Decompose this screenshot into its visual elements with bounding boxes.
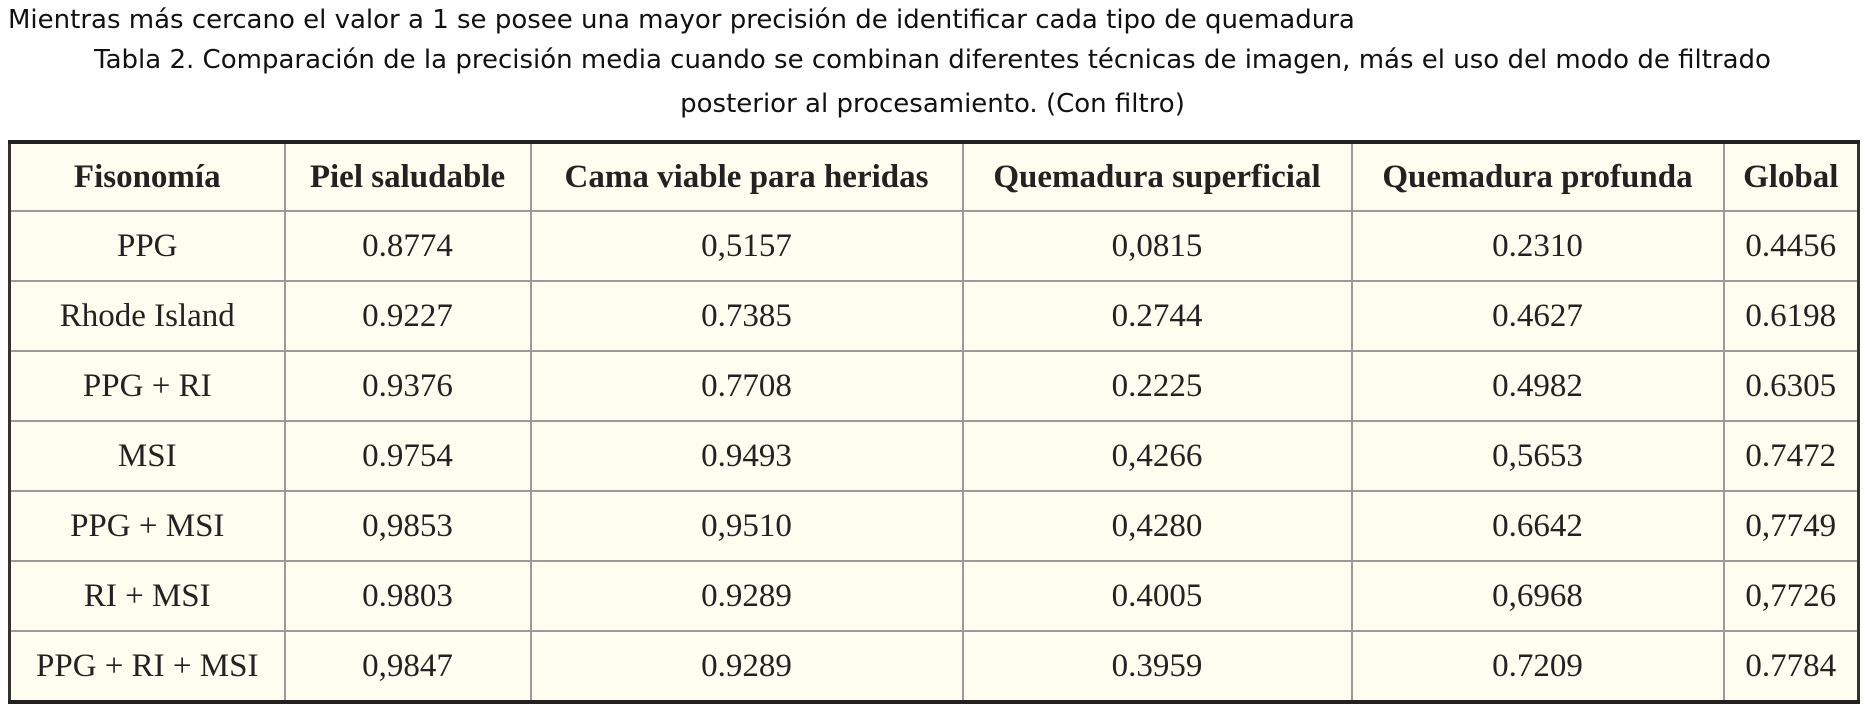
column-header-cama-viable: Cama viable para heridas — [529, 140, 964, 212]
column-header-fisonomia: Fisonomía — [8, 140, 286, 212]
table-cell: 0.9493 — [529, 420, 964, 492]
precision-table: Fisonomía Piel saludable Cama viable par… — [8, 140, 1860, 704]
table-cell: PPG + RI + MSI — [8, 630, 286, 704]
table-cell: 0.8774 — [283, 210, 532, 282]
table-cell: PPG + MSI — [8, 490, 286, 562]
table-cell: 0,5157 — [529, 210, 964, 282]
table-cell: 0.6198 — [1722, 280, 1860, 352]
table-cell: 0.4627 — [1350, 280, 1725, 352]
table-cell: 0.6305 — [1722, 350, 1860, 422]
table-row: PPG + RI + MSI 0,9847 0.9289 0.3959 0.72… — [8, 630, 1860, 704]
table-cell: 0,7726 — [1722, 560, 1860, 632]
table-cell: 0.4005 — [961, 560, 1353, 632]
table-caption: Tabla 2. Comparación de la precisión med… — [94, 45, 1771, 119]
table-cell: 0,5653 — [1350, 420, 1725, 492]
table-cell: 0.7472 — [1722, 420, 1860, 492]
table-row: RI + MSI 0.9803 0.9289 0.4005 0,6968 0,7… — [8, 560, 1860, 632]
table-cell: 0.9289 — [529, 630, 964, 704]
table-cell: 0,7749 — [1722, 490, 1860, 562]
table-cell: 0.9227 — [283, 280, 532, 352]
table-row: MSI 0.9754 0.9493 0,4266 0,5653 0.7472 — [8, 420, 1860, 492]
table-row: PPG + RI 0.9376 0.7708 0.2225 0.4982 0.6… — [8, 350, 1860, 422]
table-row: PPG 0.8774 0,5157 0,0815 0.2310 0.4456 — [8, 210, 1860, 282]
table-cell: PPG — [8, 210, 286, 282]
table-cell: 0.7784 — [1722, 630, 1860, 704]
table-cell: 0,9853 — [283, 490, 532, 562]
table-cell: 0.2310 — [1350, 210, 1725, 282]
column-header-quemadura-superficial: Quemadura superficial — [961, 140, 1353, 212]
column-header-piel-saludable: Piel saludable — [283, 140, 532, 212]
table-cell: 0.7708 — [529, 350, 964, 422]
table-cell: 0.9754 — [283, 420, 532, 492]
column-header-global: Global — [1722, 140, 1860, 212]
table-cell: 0.3959 — [961, 630, 1353, 704]
table-row: PPG + MSI 0,9853 0,9510 0,4280 0.6642 0,… — [8, 490, 1860, 562]
table-cell: 0.4982 — [1350, 350, 1725, 422]
table-cell: PPG + RI — [8, 350, 286, 422]
table-cell: MSI — [8, 420, 286, 492]
table-cell: 0,6968 — [1350, 560, 1725, 632]
table-cell: RI + MSI — [8, 560, 286, 632]
table-cell: 0.4456 — [1722, 210, 1860, 282]
table-row: Rhode Island 0.9227 0.7385 0.2744 0.4627… — [8, 280, 1860, 352]
table-cell: 0.2225 — [961, 350, 1353, 422]
precision-note: Mientras más cercano el valor a 1 se pos… — [8, 5, 1355, 35]
table-cell: 0.2744 — [961, 280, 1353, 352]
table-cell: 0.7385 — [529, 280, 964, 352]
table-cell: 0.7209 — [1350, 630, 1725, 704]
table-header-row: Fisonomía Piel saludable Cama viable par… — [8, 140, 1860, 212]
table-cell: 0.9803 — [283, 560, 532, 632]
table-cell: 0.9376 — [283, 350, 532, 422]
table-cell: Rhode Island — [8, 280, 286, 352]
table-cell: 0.9289 — [529, 560, 964, 632]
table-cell: 0,9847 — [283, 630, 532, 704]
table-cell: 0.6642 — [1350, 490, 1725, 562]
table-cell: 0,9510 — [529, 490, 964, 562]
column-header-quemadura-profunda: Quemadura profunda — [1350, 140, 1725, 212]
table-cell: 0,4280 — [961, 490, 1353, 562]
table-cell: 0,4266 — [961, 420, 1353, 492]
table-cell: 0,0815 — [961, 210, 1353, 282]
